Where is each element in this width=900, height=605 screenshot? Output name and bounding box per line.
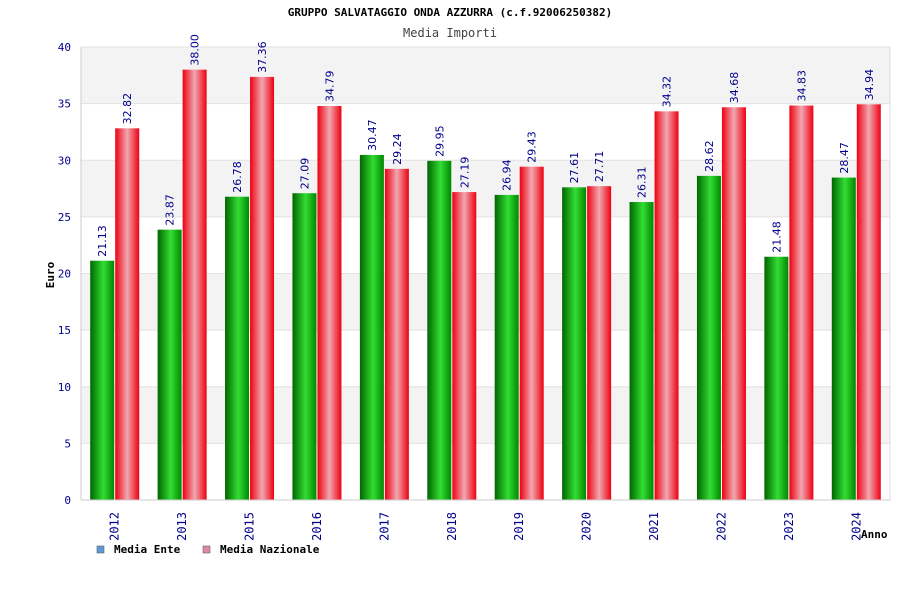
y-axis-label: Euro bbox=[44, 261, 57, 288]
y-tick-label: 15 bbox=[58, 324, 71, 337]
x-tick-label-2019: 2019 bbox=[512, 512, 526, 541]
value-label-media-nazionale-2017: 29.24 bbox=[391, 133, 404, 165]
y-tick-label: 10 bbox=[58, 381, 71, 394]
bar-media-nazionale-2022 bbox=[721, 107, 746, 501]
chart-title: GRUPPO SALVATAGGIO ONDA AZZURRA (c.f.920… bbox=[288, 6, 613, 19]
value-label-media-ente-2024: 28.47 bbox=[838, 142, 851, 174]
value-label-media-ente-2013: 23.87 bbox=[164, 194, 177, 226]
value-label-media-nazionale-2020: 27.71 bbox=[593, 151, 606, 183]
bar-media-nazionale-2024 bbox=[856, 104, 881, 500]
bar-media-ente-2022 bbox=[696, 175, 721, 501]
value-label-media-ente-2019: 26.94 bbox=[501, 159, 514, 191]
legend-swatch-media-nazionale bbox=[202, 545, 211, 554]
value-label-media-ente-2015: 26.78 bbox=[231, 161, 244, 193]
value-label-media-ente-2017: 30.47 bbox=[366, 119, 379, 151]
value-label-media-nazionale-2021: 34.32 bbox=[661, 76, 674, 108]
bar-media-nazionale-2013 bbox=[182, 69, 207, 501]
bar-media-ente-2019 bbox=[494, 194, 519, 501]
value-label-media-nazionale-2019: 29.43 bbox=[526, 131, 539, 163]
bar-media-nazionale-2012 bbox=[115, 128, 140, 500]
bar-media-ente-2017 bbox=[359, 154, 384, 500]
value-label-media-ente-2016: 27.09 bbox=[298, 158, 311, 190]
bars bbox=[90, 69, 881, 501]
value-label-media-nazionale-2018: 27.19 bbox=[458, 157, 471, 189]
y-axis: 0 5 10 15 20 25 30 35 40 bbox=[58, 41, 891, 507]
x-tick-label-2015: 2015 bbox=[243, 512, 257, 541]
x-axis-label: Anno bbox=[861, 528, 888, 541]
grid-band bbox=[81, 273, 890, 331]
value-label-media-ente-2012: 21.13 bbox=[96, 225, 109, 257]
legend-label-media-ente: Media Ente bbox=[114, 543, 181, 556]
x-tick-label-2012: 2012 bbox=[108, 512, 122, 541]
value-label-media-nazionale-2012: 32.82 bbox=[121, 93, 134, 125]
bar-media-ente-2016 bbox=[292, 193, 317, 500]
y-tick-label: 35 bbox=[58, 98, 71, 111]
bar-media-ente-2018 bbox=[427, 160, 452, 500]
bar-media-nazionale-2016 bbox=[317, 106, 342, 501]
bar-media-ente-2023 bbox=[764, 256, 789, 500]
x-axis: 2012 2013 2015 2016 2017 2018 2019 2020 2021 2022… bbox=[81, 499, 890, 541]
bar-media-ente-2015 bbox=[225, 196, 250, 501]
bar-media-nazionale-2021 bbox=[654, 111, 679, 501]
bar-media-nazionale-2019 bbox=[519, 166, 544, 500]
grid-band bbox=[81, 386, 890, 444]
value-label-media-ente-2022: 28.62 bbox=[703, 140, 716, 172]
x-tick-label-2013: 2013 bbox=[175, 512, 189, 541]
x-tick-label-2018: 2018 bbox=[445, 512, 459, 541]
legend-label-media-nazionale: Media Nazionale bbox=[220, 543, 320, 556]
x-tick-label-2021: 2021 bbox=[647, 512, 661, 541]
value-labels: 21.13 32.82 23.87 38.00 26.78 37.36 27.09 34.79… bbox=[96, 34, 876, 257]
grid-band bbox=[81, 160, 890, 217]
value-label-media-nazionale-2015: 37.36 bbox=[256, 41, 269, 73]
grid-band bbox=[81, 47, 890, 104]
y-tick-label: 20 bbox=[58, 268, 71, 281]
bar-media-ente-2021 bbox=[629, 202, 654, 500]
bar-media-ente-2024 bbox=[831, 177, 856, 500]
bar-media-nazionale-2023 bbox=[789, 105, 814, 501]
bar-media-nazionale-2018 bbox=[452, 192, 477, 501]
y-tick-label: 0 bbox=[64, 494, 71, 507]
bar-media-nazionale-2015 bbox=[250, 76, 275, 500]
grid-lines bbox=[81, 46, 890, 501]
value-label-media-ente-2018: 29.95 bbox=[433, 125, 446, 157]
x-tick-label-2024: 2024 bbox=[849, 512, 863, 541]
value-label-media-nazionale-2023: 34.83 bbox=[795, 70, 808, 102]
x-tick-label-2016: 2016 bbox=[310, 512, 324, 541]
chart-subtitle: Media Importi bbox=[403, 26, 497, 40]
bar-media-nazionale-2020 bbox=[587, 186, 612, 500]
y-tick-label: 5 bbox=[64, 437, 71, 450]
x-tick-label-2017: 2017 bbox=[377, 512, 391, 541]
bar-media-ente-2012 bbox=[90, 260, 115, 500]
value-label-media-nazionale-2022: 34.68 bbox=[728, 72, 741, 104]
value-label-media-ente-2021: 26.31 bbox=[636, 167, 649, 199]
bar-media-ente-2013 bbox=[157, 229, 182, 501]
y-tick-label: 30 bbox=[58, 154, 71, 167]
value-label-media-ente-2020: 27.61 bbox=[568, 152, 581, 184]
legend: Media Ente Media Nazionale bbox=[96, 543, 320, 556]
value-label-media-nazionale-2013: 38.00 bbox=[189, 34, 202, 66]
value-label-media-ente-2023: 21.48 bbox=[770, 221, 783, 253]
y-tick-label: 25 bbox=[58, 211, 71, 224]
y-tick-label: 40 bbox=[58, 41, 71, 54]
bar-media-ente-2020 bbox=[562, 187, 587, 500]
x-tick-label-2022: 2022 bbox=[714, 512, 728, 541]
value-label-media-nazionale-2024: 34.94 bbox=[863, 69, 876, 101]
bar-media-nazionale-2017 bbox=[384, 168, 409, 500]
x-tick-label-2023: 2023 bbox=[782, 512, 796, 541]
legend-swatch-media-ente bbox=[96, 545, 105, 554]
value-label-media-nazionale-2016: 34.79 bbox=[323, 71, 336, 103]
x-tick-label-2020: 2020 bbox=[580, 512, 594, 541]
